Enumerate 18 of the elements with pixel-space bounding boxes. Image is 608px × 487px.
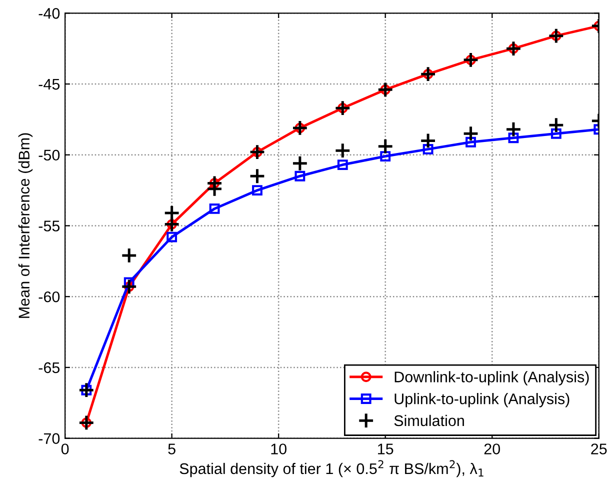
- y-tick-label: -50: [38, 150, 60, 161]
- legend-label: Simulation: [394, 414, 464, 426]
- y-tick-label: -45: [38, 79, 60, 90]
- legend-label: Uplink-to-uplink (Analysis): [394, 393, 570, 408]
- x-tick-label: 0: [61, 444, 69, 454]
- x-axis-title: Spatial density of tier 1 (× 0.5$^{2}$ π BS/km$^{2}$), λ$_{1}$: [180, 460, 484, 478]
- x-tick-label: 25: [591, 444, 607, 454]
- legend-label: Downlink-to-uplink (Analysis): [394, 371, 589, 386]
- x-tick-label: 15: [378, 444, 394, 454]
- y-tick-label: -65: [38, 362, 60, 374]
- x-tick-label: 5: [168, 444, 176, 454]
- y-tick-label: -70: [38, 433, 60, 444]
- y-tick-label: -55: [38, 220, 60, 232]
- y-axis-title: Mean of Interference (dBm): [18, 133, 33, 318]
- y-tick-label: -60: [38, 291, 60, 302]
- x-tick-label: 20: [484, 444, 500, 454]
- y-tick-label: -40: [38, 8, 60, 19]
- x-tick-label: 10: [271, 444, 286, 454]
